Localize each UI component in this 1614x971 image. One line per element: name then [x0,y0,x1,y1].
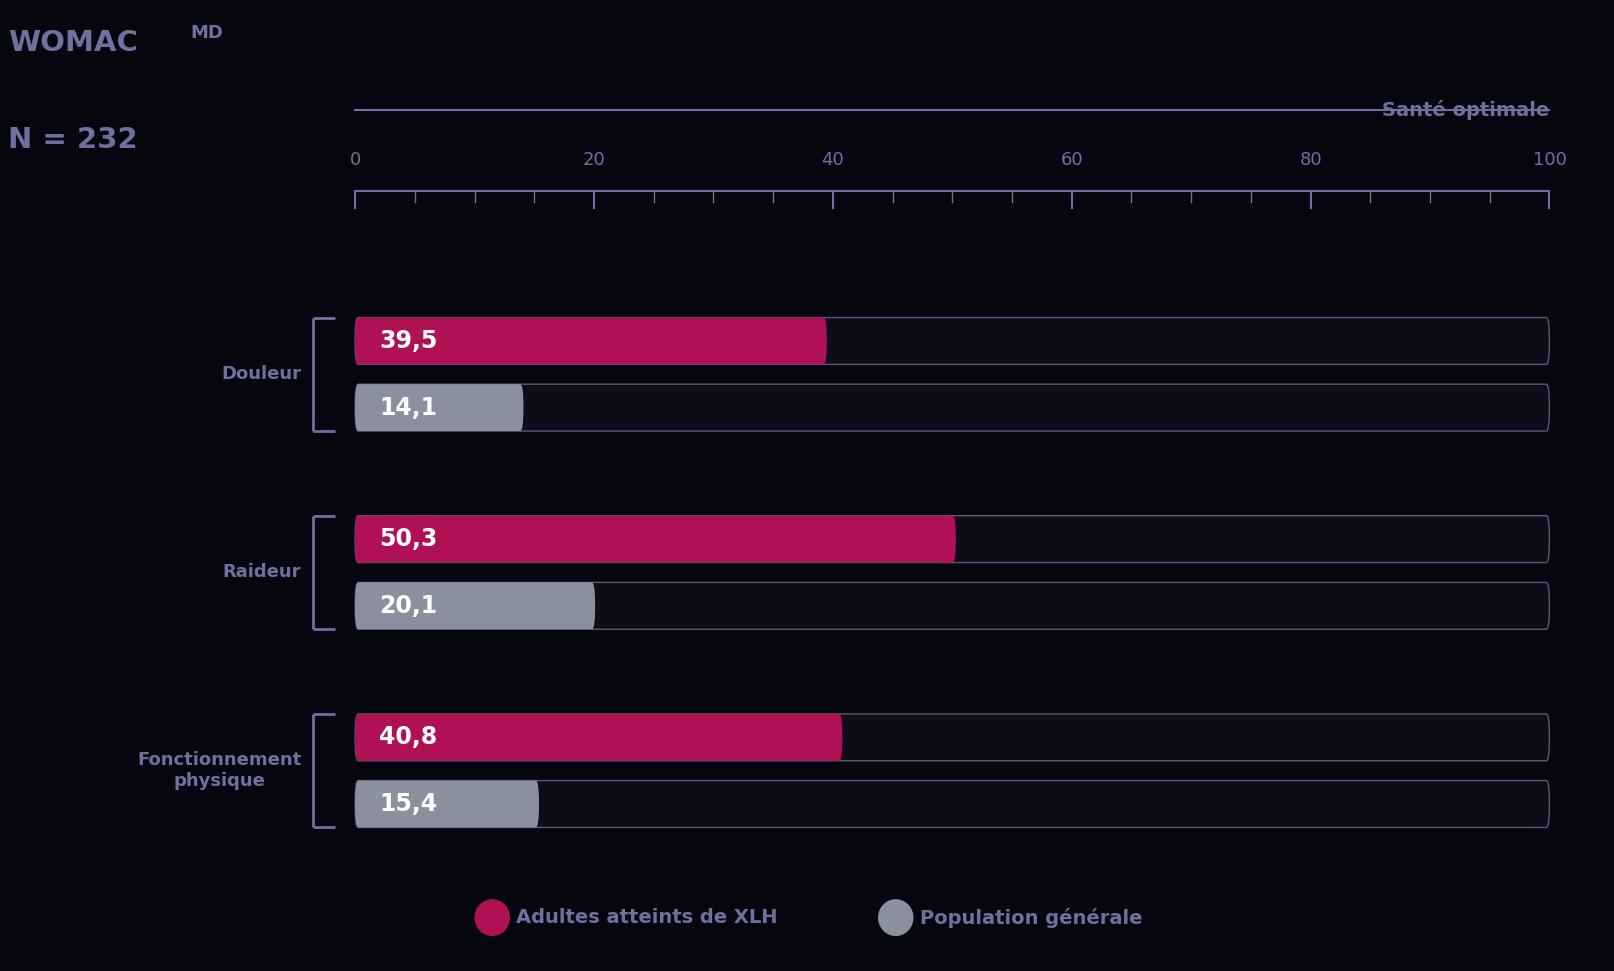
FancyBboxPatch shape [355,714,843,761]
Text: 20,1: 20,1 [379,594,437,618]
FancyBboxPatch shape [355,781,1549,827]
Text: 80: 80 [1299,151,1322,169]
Text: 20: 20 [583,151,605,169]
Text: 40: 40 [822,151,844,169]
Text: Raideur: Raideur [223,563,302,582]
Text: 60: 60 [1060,151,1083,169]
Text: 15,4: 15,4 [379,792,437,816]
Text: 0: 0 [350,151,360,169]
Text: 50,3: 50,3 [379,527,437,552]
FancyBboxPatch shape [355,385,1549,431]
Text: 100: 100 [1533,151,1566,169]
Text: 14,1: 14,1 [379,395,437,419]
Text: 39,5: 39,5 [379,329,437,352]
FancyBboxPatch shape [355,583,596,629]
FancyBboxPatch shape [355,583,1549,629]
Text: Douleur: Douleur [221,365,302,384]
FancyBboxPatch shape [355,516,955,562]
Text: Fonctionnement
physique: Fonctionnement physique [137,752,302,790]
Ellipse shape [475,899,510,936]
FancyBboxPatch shape [355,714,1549,761]
Text: Adultes atteints de XLH: Adultes atteints de XLH [516,908,778,927]
FancyBboxPatch shape [355,781,539,827]
Text: WOMAC: WOMAC [8,29,137,57]
Text: Santé optimale: Santé optimale [1382,100,1549,120]
Ellipse shape [878,899,914,936]
Text: MD: MD [190,24,223,43]
Text: Population générale: Population générale [920,908,1143,927]
FancyBboxPatch shape [355,385,523,431]
Text: N = 232: N = 232 [8,126,137,154]
Text: 40,8: 40,8 [379,725,437,750]
FancyBboxPatch shape [355,318,1549,364]
FancyBboxPatch shape [355,318,826,364]
FancyBboxPatch shape [355,516,1549,562]
